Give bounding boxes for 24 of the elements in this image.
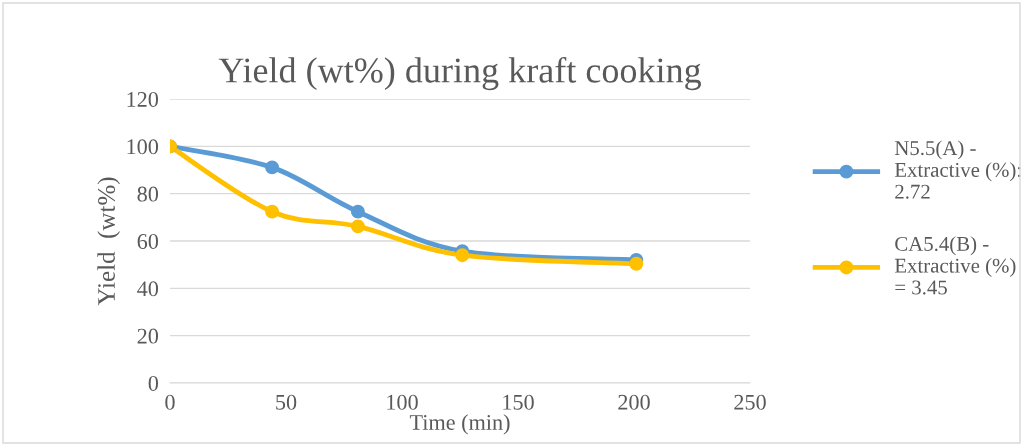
y-tick-label: 100 bbox=[127, 139, 159, 155]
x-tick-label: 200 bbox=[618, 394, 650, 410]
y-tick-label: 20 bbox=[137, 328, 159, 344]
legend-label: CA5.4(B) - Extractive (%) = 3.45 bbox=[894, 236, 1016, 295]
y-tick-label: 0 bbox=[148, 375, 159, 391]
x-tick-label: 250 bbox=[734, 394, 766, 410]
y-tick-label: 40 bbox=[137, 281, 159, 297]
point bbox=[350, 204, 365, 219]
y-tick-label: 80 bbox=[137, 186, 159, 202]
point bbox=[350, 219, 365, 234]
chart-title: Yield (wt%) during kraft cooking bbox=[218, 56, 701, 91]
point bbox=[265, 204, 280, 219]
y-tick-label: 60 bbox=[137, 233, 159, 249]
x-tick-label: 50 bbox=[276, 394, 297, 410]
point bbox=[455, 248, 470, 263]
x-tick-label: 0 bbox=[165, 394, 175, 410]
point bbox=[629, 256, 644, 271]
y-axis-title: Yield (wt%) bbox=[97, 177, 120, 306]
x-tick-label: 100 bbox=[387, 394, 418, 410]
x-axis-title: Time (min) bbox=[409, 414, 510, 435]
point bbox=[265, 160, 280, 175]
y-tick-label: 120 bbox=[127, 91, 159, 107]
legend-label: N5.5(A) - Extractive (%): 2.72 bbox=[894, 140, 1021, 199]
x-tick-label: 150 bbox=[503, 394, 534, 410]
